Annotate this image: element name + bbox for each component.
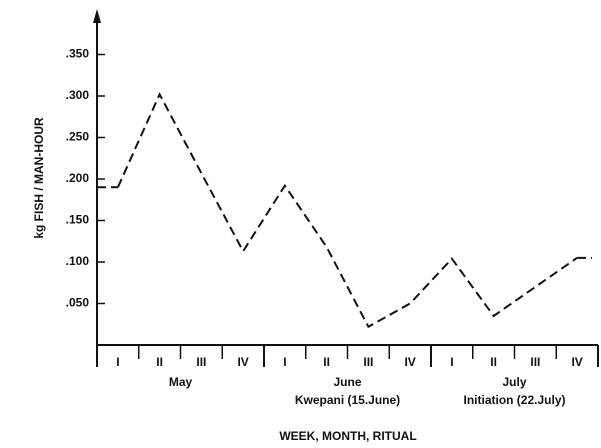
y-tick-label: .200 [66,171,90,185]
month-label: June [333,375,361,389]
y-axis-arrow [93,9,101,23]
y-tick-label: .350 [66,47,90,61]
ritual-label: Kwepani (15.June) [295,393,400,407]
x-tick-label: I [283,355,286,369]
y-axis-title: kg FISH / MAN-HOUR [32,117,46,239]
y-tick-label: .250 [66,130,90,144]
month-label: May [169,375,193,389]
x-axis-title: WEEK, MONTH, RITUAL [279,429,416,443]
x-tick-label: IV [571,355,582,369]
ritual-label: Initiation (22.July) [463,393,565,407]
y-tick-label: .050 [66,296,90,310]
y-tick-label: .100 [66,254,90,268]
x-tick-label: III [196,355,206,369]
month-label: July [502,375,526,389]
x-tick-label: III [363,355,373,369]
x-tick-label: IV [237,355,248,369]
x-tick-label: I [450,355,453,369]
y-tick-label: .150 [66,213,90,227]
x-tick-label: I [116,355,119,369]
x-tick-label: II [323,355,330,369]
data-line [116,92,578,329]
x-tick-label: II [156,355,163,369]
x-tick-label: III [530,355,540,369]
x-tick-label: IV [404,355,415,369]
y-tick-label: .300 [66,88,90,102]
x-tick-label: II [490,355,497,369]
